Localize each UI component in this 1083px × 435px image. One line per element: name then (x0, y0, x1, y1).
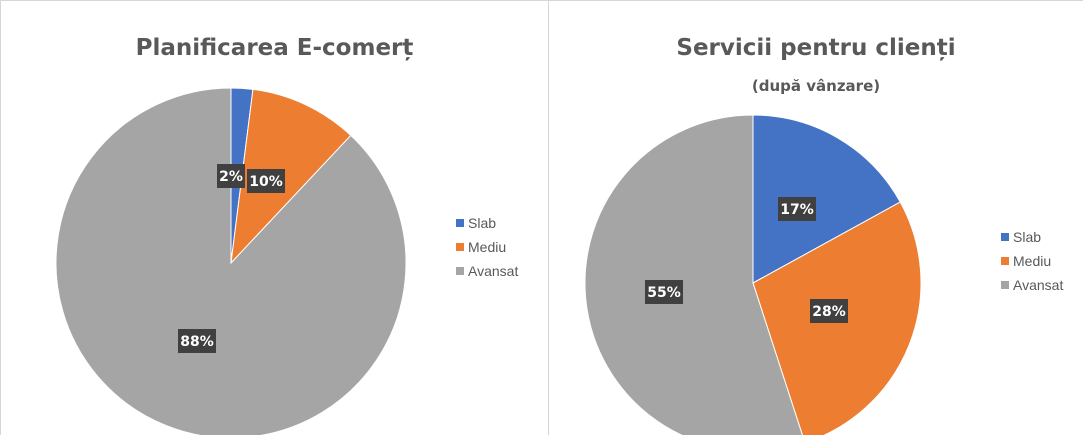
legend-label: Avansat (468, 263, 519, 279)
legend-swatch (456, 267, 464, 275)
legend-swatch (456, 243, 464, 251)
legend-item-slab: Slab (1001, 225, 1063, 249)
data-label-mediu: 10% (247, 169, 285, 193)
legend-item-avansat: Avansat (1001, 273, 1063, 297)
data-label-slab: 2% (217, 164, 245, 188)
legend: Slab Mediu Avansat (456, 211, 518, 283)
legend: Slab Mediu Avansat (1001, 225, 1063, 297)
chart-panel-ecommerce: Planificarea E-comerț 2% 10% 88% Slab Mediu… (0, 0, 548, 435)
pie-slice-mediu (230, 88, 352, 265)
pie-chart: 17% 28% 55% (584, 114, 922, 435)
svg-text:17%: 17% (780, 202, 814, 218)
svg-text:55%: 55% (647, 285, 681, 301)
pie-slice-avansat (584, 114, 803, 435)
legend-label: Slab (1013, 229, 1042, 245)
svg-text:2%: 2% (219, 169, 243, 185)
legend-item-mediu: Mediu (456, 235, 518, 259)
legend-swatch (1001, 257, 1009, 265)
svg-text:10%: 10% (249, 174, 283, 190)
pie-slice-slab (752, 114, 901, 284)
legend-label: Slab (468, 215, 497, 231)
pie-slice-avansat (55, 87, 407, 435)
data-label-avansat: 88% (178, 329, 216, 353)
chart-title: Planificarea E-comerț (135, 35, 414, 61)
chart-panel-customer-service: Servicii pentru clienți (după vânzare) 1… (548, 0, 1083, 435)
legend-swatch (1001, 233, 1009, 241)
legend-label: Mediu (1013, 253, 1052, 269)
legend-item-avansat: Avansat (456, 259, 518, 283)
data-label-mediu: 28% (810, 299, 848, 323)
legend-label: Mediu (468, 239, 507, 255)
legend-item-slab: Slab (456, 211, 518, 235)
chart-subtitle: (după vânzare) (751, 77, 881, 95)
chart-title: Servicii pentru clienți (676, 35, 956, 61)
data-label-slab: 17% (778, 197, 816, 221)
svg-text:28%: 28% (812, 304, 846, 320)
data-label-avansat: 55% (645, 280, 683, 304)
legend-item-mediu: Mediu (1001, 249, 1063, 273)
pie-chart: 2% 10% 88% (55, 87, 407, 435)
legend-swatch (1001, 281, 1009, 289)
legend-swatch (456, 219, 464, 227)
legend-label: Avansat (1013, 277, 1064, 293)
svg-text:88%: 88% (180, 334, 214, 350)
